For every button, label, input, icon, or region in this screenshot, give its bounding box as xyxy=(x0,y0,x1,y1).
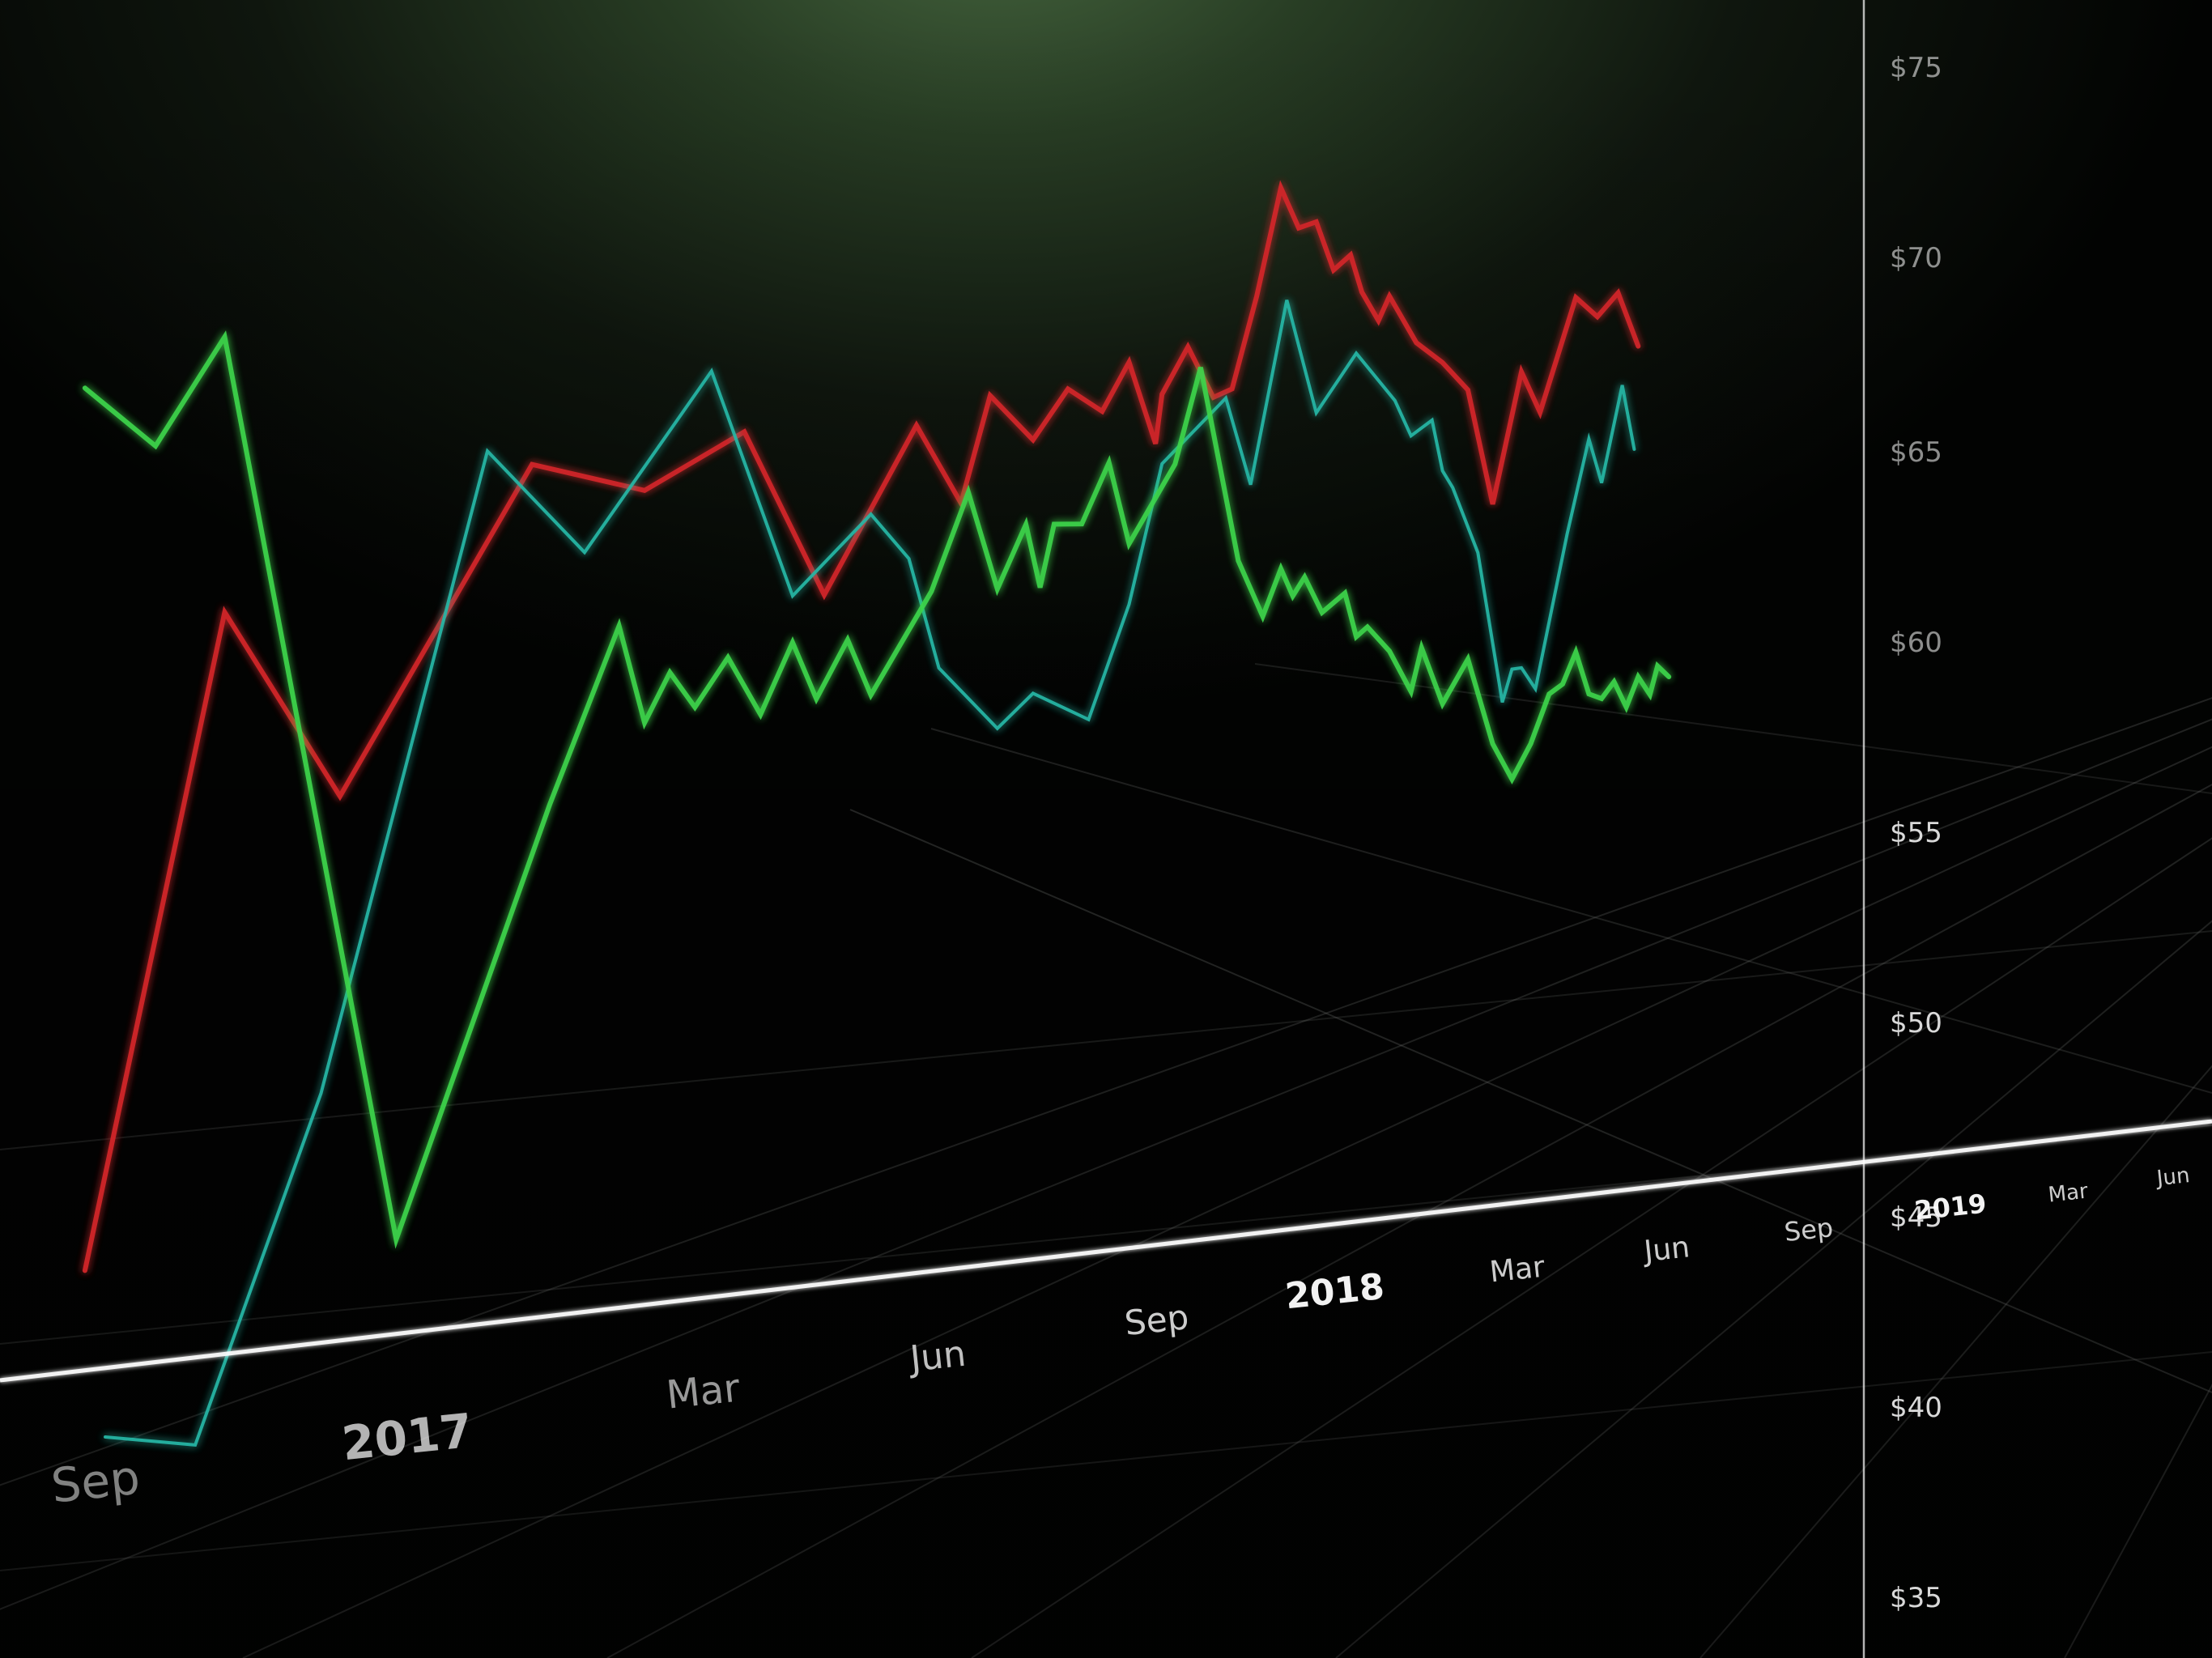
y-tick-label: $55 xyxy=(1890,817,1942,849)
y-tick-label: $35 xyxy=(1890,1582,1942,1614)
series-line-green xyxy=(82,330,1672,1249)
x-tick-label: Mar xyxy=(2047,1180,2089,1208)
x-axis-line xyxy=(0,1119,2212,1383)
y-tick-label: $65 xyxy=(1890,436,1942,469)
series-line-red xyxy=(82,180,1641,1273)
y-tick-label: $45 xyxy=(1890,1201,1942,1234)
x-tick-label: Sep xyxy=(49,1450,143,1514)
x-tick-label: 2017 xyxy=(339,1403,475,1472)
y-tick-label: $60 xyxy=(1890,627,1942,659)
y-tick-label: $40 xyxy=(1890,1392,1942,1424)
x-tick-label: Mar xyxy=(1488,1251,1546,1290)
x-tick-label: Sep xyxy=(1123,1297,1191,1343)
x-tick-label: 2019 xyxy=(1913,1188,1989,1226)
series-lines xyxy=(82,180,1672,1448)
y-tick-label: $75 xyxy=(1890,52,1942,84)
x-tick-label: 2018 xyxy=(1283,1266,1386,1318)
y-tick-label: $50 xyxy=(1890,1007,1942,1039)
x-tick-label: Mar xyxy=(664,1365,742,1418)
x-tick-label: Jun xyxy=(1641,1231,1691,1269)
series-line-teal xyxy=(104,300,1636,1448)
x-tick-label: Sep xyxy=(1783,1212,1835,1248)
y-tick-label: $70 xyxy=(1890,242,1942,274)
x-tick-label: Jun xyxy=(2154,1163,2191,1191)
x-tick-label: Jun xyxy=(906,1333,968,1380)
